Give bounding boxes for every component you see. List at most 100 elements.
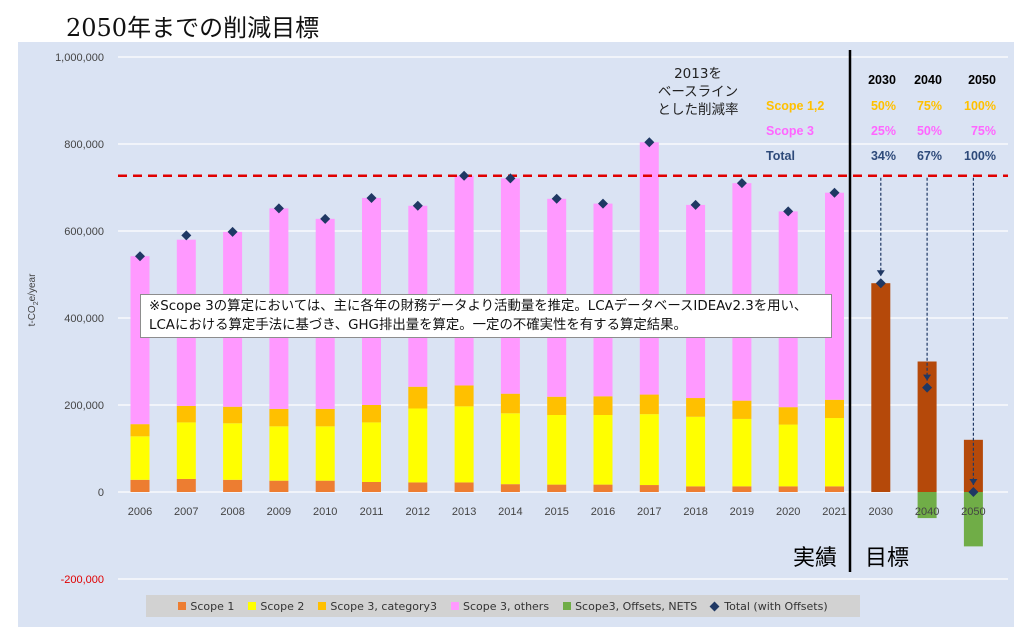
bar-scope-2 [686, 416, 706, 487]
legend-diamond-icon [709, 601, 720, 611]
bar-scope-2 [223, 423, 243, 480]
bar-scope-3-category3 [223, 406, 243, 424]
bar-scope-2 [408, 408, 428, 483]
x-tick-label: 2040 [915, 506, 939, 518]
x-tick-label: 2016 [591, 506, 615, 518]
x-tick-label: 2020 [776, 506, 800, 518]
bar-scope-2 [593, 415, 613, 485]
x-tick-label: 2006 [128, 506, 152, 518]
total-marker [181, 230, 192, 241]
bar-scope-3-others [130, 256, 150, 425]
arrow-head [923, 374, 932, 381]
bar-scope-3-category3 [408, 386, 428, 409]
bar-scope-2 [315, 426, 335, 481]
total-marker [366, 192, 377, 203]
bar-scope-2 [547, 415, 567, 485]
x-tick-label: 2010 [313, 506, 337, 518]
bar-scope3-offsets-nets [917, 492, 937, 519]
y-tick-label: 600,000 [64, 226, 104, 238]
bar-scope-3-category3 [732, 400, 752, 419]
total-marker [505, 173, 516, 184]
x-tick-label: 2009 [267, 506, 291, 518]
reduction-table: 2030 2040 2050 Scope 1,2 50% 75% 100% Scope 3 25… [766, 73, 996, 163]
page-title: 2050年までの削減目標 [66, 14, 320, 42]
legend-swatch [248, 602, 257, 610]
total-marker [135, 251, 145, 262]
total-marker [551, 193, 562, 204]
total-marker [783, 206, 794, 217]
bar-scope-3-others [639, 142, 659, 395]
legend-item: Scope 2 [248, 600, 304, 613]
bar-scope3-offsets-nets [963, 492, 983, 547]
y-tick-label: 1,000,000 [55, 52, 104, 64]
y-axis-title: t-CO2e/year [27, 273, 40, 326]
legend-item: Scope 3, category3 [318, 600, 437, 613]
bar-scope-3-category3 [454, 385, 474, 407]
bar-scope-3-others [825, 192, 844, 400]
bar-target [917, 361, 937, 492]
bar-scope-2 [778, 424, 798, 487]
total-marker [875, 278, 886, 289]
table-cell: 25% [871, 124, 896, 138]
bar-target [871, 283, 891, 492]
bar-scope-1 [269, 480, 289, 492]
bar-scope-3-category3 [315, 408, 335, 427]
legend-item: Scope 3, others [451, 600, 549, 613]
bar-scope-3-others [500, 178, 520, 394]
bar-scope-3-category3 [130, 424, 150, 437]
bar-scope-1 [223, 479, 243, 492]
bar-scope-1 [176, 478, 196, 492]
total-marker [690, 199, 701, 210]
bar-scope-1 [500, 484, 520, 492]
x-tick-label: 2007 [174, 506, 198, 518]
bar-scope-2 [176, 422, 196, 479]
bar-scope-2 [825, 418, 844, 487]
table-cell: 50% [917, 124, 942, 138]
label-actual: 実績 [793, 546, 838, 571]
x-tick-label: 2021 [822, 506, 846, 518]
legend-swatch [178, 602, 187, 610]
bar-scope-3-others [732, 183, 752, 401]
bar-target [963, 439, 983, 492]
bar-scope-1 [454, 482, 474, 492]
bar-scope-1 [315, 480, 335, 492]
bar-scope-2 [639, 414, 659, 486]
table-cell: 75% [917, 99, 942, 113]
x-tick-label: 2011 [360, 506, 384, 518]
legend-swatch [451, 602, 460, 610]
legend-item: Scope3, Offsets, NETS [563, 600, 697, 613]
table-row-label: Total [766, 149, 795, 163]
bar-scope-3-category3 [547, 396, 567, 416]
bar-scope-1 [547, 484, 567, 492]
table-cell: 100% [964, 149, 996, 163]
total-markers [135, 137, 979, 497]
y-tick-label: 400,000 [64, 313, 104, 325]
total-marker [412, 200, 423, 211]
bar-scope-1 [593, 484, 613, 492]
bar-scope-1 [130, 479, 150, 492]
total-marker [922, 382, 933, 393]
bar-scope-2 [500, 413, 520, 485]
annotation-line: 2013を [674, 66, 722, 82]
legend-label: Total (with Offsets) [724, 599, 828, 613]
bar-scope-3-category3 [500, 393, 520, 414]
table-cell: 34% [871, 149, 896, 163]
y-tick-label: -200,000 [61, 574, 104, 586]
bar-scope-1 [732, 486, 752, 492]
table-year-header: 2050 [968, 73, 996, 87]
x-tick-label: 2017 [637, 506, 661, 518]
table-cell: 75% [971, 124, 996, 138]
x-tick-label: 2013 [452, 506, 476, 518]
bar-scope-3-category3 [825, 399, 844, 419]
legend-swatch [318, 602, 327, 610]
table-year-header: 2030 [868, 73, 896, 87]
scope3-note: ※Scope 3の算定においては、主に各年の財務データより活動量を推定。LCAデ… [140, 294, 832, 338]
y-tick-label: 0 [98, 487, 104, 499]
bar-scope-1 [686, 486, 706, 492]
bar-scope-1 [778, 486, 798, 492]
bar-scope-1 [362, 481, 381, 492]
y-tick-label: 200,000 [64, 400, 104, 412]
total-marker [829, 187, 840, 198]
bar-scope-3-category3 [269, 408, 289, 427]
